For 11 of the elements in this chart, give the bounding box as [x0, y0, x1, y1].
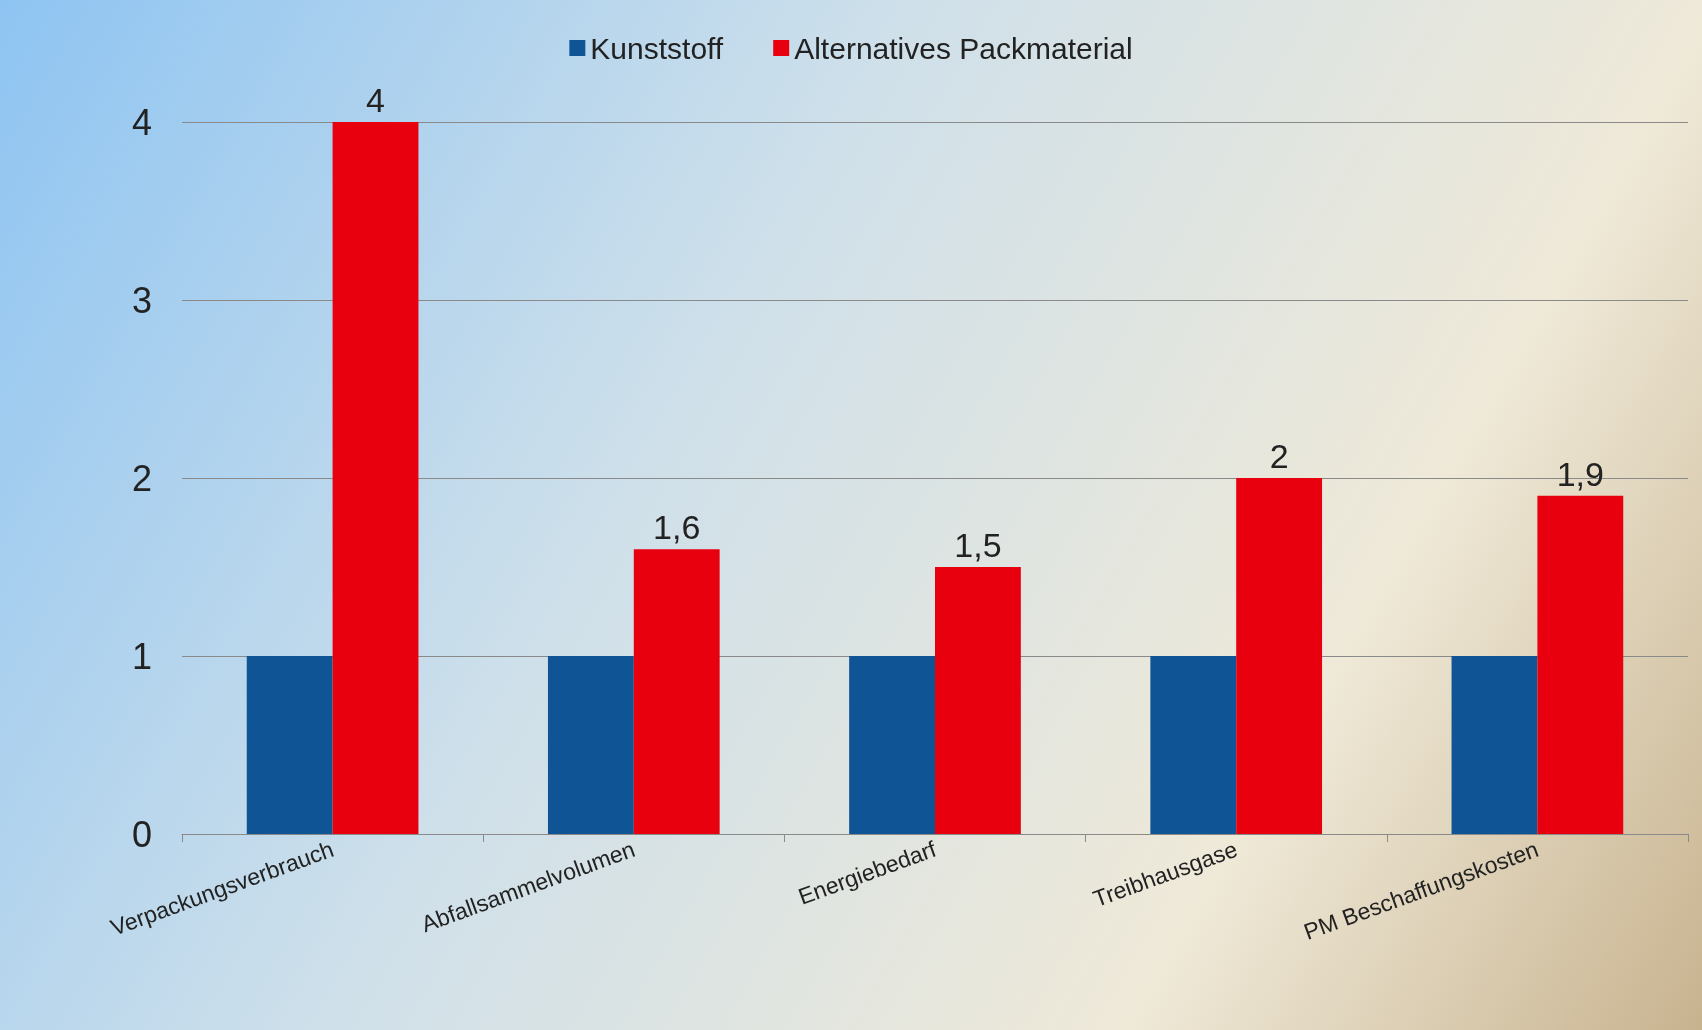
data-label: 4 [366, 81, 385, 119]
y-tick-label: 1 [131, 635, 152, 677]
data-label: 1,9 [1556, 454, 1604, 493]
y-tick-label: 3 [131, 279, 152, 321]
y-tick-label: 2 [131, 457, 152, 499]
data-label: 1,6 [653, 508, 701, 547]
data-label: 1,5 [954, 526, 1002, 564]
legend-label: Alternatives Packmaterial [794, 31, 1133, 65]
data-label: 2 [1269, 437, 1289, 475]
y-tick-label: 4 [131, 101, 152, 143]
legend-label: Kunststoff [590, 31, 724, 65]
